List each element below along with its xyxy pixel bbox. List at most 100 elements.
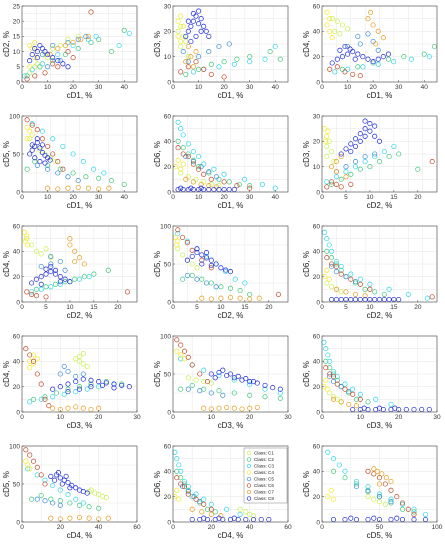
x-axis-label: cD2, % <box>218 311 244 320</box>
data-point-C8 <box>211 186 217 193</box>
data-point-C4 <box>24 233 30 239</box>
data-point-C7 <box>343 174 349 180</box>
data-point-C8 <box>250 379 257 385</box>
data-point-C7 <box>373 41 379 47</box>
data-point-C1 <box>27 136 33 142</box>
y-axis-label: cD5, % <box>2 141 11 167</box>
data-point-C2 <box>415 166 421 172</box>
data-point-C8 <box>189 253 195 259</box>
x-tick-label: 30 <box>95 84 103 91</box>
data-point-C8 <box>403 406 409 413</box>
x-tick-label: 0 <box>20 414 24 421</box>
y-axis-label: cD6, % <box>302 361 311 387</box>
data-point-C6 <box>357 396 363 402</box>
data-point-C5 <box>48 253 54 259</box>
scatter-panel-6: 0 5 10 15 20 0 10 20 30 cD2, % cD3, % <box>302 113 438 210</box>
x-tick-label: 20 <box>69 194 77 201</box>
data-point-C7 <box>70 39 76 46</box>
data-point-C8 <box>411 406 417 413</box>
data-point-C6 <box>405 506 411 512</box>
data-point-C8 <box>196 21 202 27</box>
x-axis-label: cD1, % <box>218 91 244 100</box>
data-point-C1 <box>57 42 63 49</box>
data-point-C2 <box>353 396 360 402</box>
data-point-C8 <box>55 470 61 476</box>
data-point-C3 <box>375 61 381 67</box>
data-point-C6 <box>365 468 371 474</box>
x-tick-label: 20 <box>395 414 403 421</box>
data-point-C7 <box>105 515 111 521</box>
data-point-C5 <box>343 274 349 280</box>
data-point-C5 <box>83 33 89 39</box>
data-point-C1 <box>324 280 330 286</box>
data-point-C8 <box>39 149 45 156</box>
data-point-C3 <box>338 263 344 270</box>
x-tick-label: 0 <box>320 414 324 421</box>
data-point-C2 <box>42 394 48 400</box>
data-point-C2 <box>277 56 283 62</box>
data-point-C7 <box>330 396 337 402</box>
data-point-C1 <box>324 143 330 149</box>
data-point-C2 <box>96 36 102 42</box>
y-tick-label: 0 <box>16 409 20 416</box>
data-point-C5 <box>343 164 349 170</box>
data-point-C2 <box>180 276 186 282</box>
data-point-C6 <box>46 403 52 409</box>
data-point-C8 <box>213 261 219 267</box>
data-point-C3 <box>185 483 191 490</box>
data-point-C1 <box>42 52 48 58</box>
data-point-C8 <box>52 477 58 483</box>
data-point-C2 <box>411 509 417 515</box>
data-point-C8 <box>352 143 359 149</box>
data-point-C6 <box>324 184 330 190</box>
x-axis-label: cD3, % <box>367 421 393 430</box>
data-point-C2 <box>237 288 243 294</box>
data-point-C4 <box>23 458 29 464</box>
data-point-C3 <box>80 159 86 165</box>
x-tick-label: 40 <box>95 524 103 531</box>
data-point-C6 <box>329 261 335 267</box>
y-tick-label: 100 <box>160 223 171 230</box>
data-point-C5 <box>50 500 56 506</box>
data-point-C5 <box>75 36 81 42</box>
data-point-C7 <box>224 404 230 410</box>
data-point-C5 <box>388 499 394 505</box>
data-point-C2 <box>234 56 240 62</box>
data-point-C8 <box>45 52 51 58</box>
x-tick-label: 10 <box>217 304 225 311</box>
data-point-C1 <box>332 28 338 34</box>
data-point-C3 <box>424 295 430 301</box>
data-point-C1 <box>337 31 343 37</box>
data-point-C7 <box>85 185 91 191</box>
data-point-C2 <box>62 279 68 285</box>
y-axis-label: cD3, % <box>302 141 311 167</box>
data-point-C8 <box>185 186 191 193</box>
data-point-C6 <box>197 371 203 377</box>
scatter-panel-4: 0 10 20 30 40 0 50 100 cD1, % cD5, % <box>2 113 138 210</box>
data-point-C8 <box>65 389 71 395</box>
data-point-C5 <box>45 166 51 172</box>
data-point-C8 <box>59 481 65 487</box>
data-point-C6 <box>30 458 37 464</box>
data-point-C8 <box>57 279 63 285</box>
data-point-C7 <box>88 406 94 413</box>
y-tick-label: 50 <box>13 151 21 158</box>
data-point-C2 <box>121 181 127 187</box>
data-point-C6 <box>174 337 180 343</box>
x-tick-label: 60 <box>284 524 292 531</box>
data-point-C7 <box>371 466 377 472</box>
data-point-C4 <box>24 136 30 142</box>
data-point-C4 <box>325 128 331 134</box>
data-point-C1 <box>34 61 40 67</box>
data-point-C8 <box>352 56 358 62</box>
data-point-C8 <box>419 406 425 413</box>
data-point-C8 <box>216 515 222 521</box>
data-point-C2 <box>216 388 222 394</box>
x-tick-label: 15 <box>241 304 249 311</box>
data-point-C3 <box>330 368 337 375</box>
data-point-C6 <box>38 472 44 478</box>
data-point-C7 <box>216 405 222 411</box>
data-point-C5 <box>48 261 54 267</box>
